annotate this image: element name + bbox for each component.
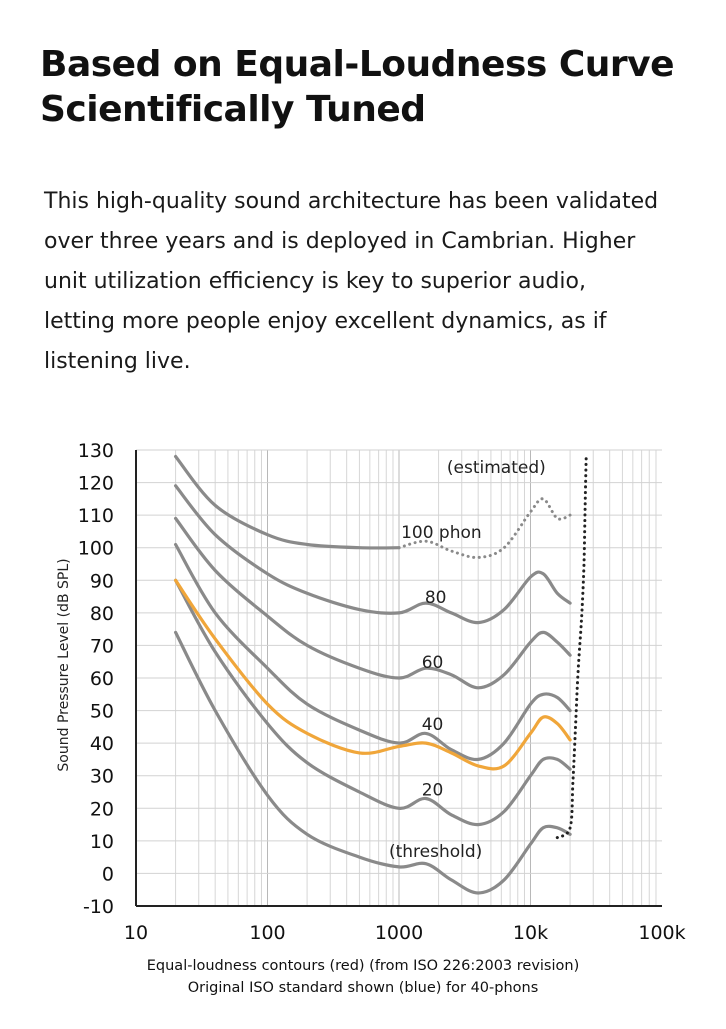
y-tick-label: 30 (90, 766, 114, 788)
y-tick-label: -10 (83, 896, 114, 918)
equal-loudness-chart: -10 0 10 20 30 40 50 60 70 80 90 100 110 120 130 10 100 1… (56, 440, 686, 944)
y-tick-label: 70 (90, 635, 114, 657)
series-line-0 (174, 454, 401, 550)
y-tick-label: 100 (78, 538, 114, 560)
y-tick-label: 60 (90, 668, 114, 690)
body-line-4: letting more people enjoy excellent dyna… (44, 309, 607, 334)
series-line-8 (555, 455, 588, 840)
body-paragraph: This high-quality sound architecture has… (44, 182, 714, 382)
curve-annotation: 20 (422, 780, 444, 800)
x-tick-label: 10 (124, 922, 148, 944)
y-tick-label: 0 (102, 863, 114, 885)
series-line-3 (174, 516, 572, 690)
caption-line-2: Original ISO standard shown (blue) for 4… (187, 980, 539, 996)
curve-annotation: 80 (425, 588, 447, 608)
y-tick-label: 90 (90, 570, 114, 592)
chart-labels: (estimated) 100 phon 80 60 40 20 (threshold) (389, 458, 546, 862)
curve-annotation: 40 (422, 715, 444, 735)
chart-axes: -10 0 10 20 30 40 50 60 70 80 90 100 110 120 130 10 100 1… (78, 440, 686, 944)
body-line-2: over three years and is deployed in Camb… (44, 229, 636, 254)
x-tick-label: 100 (249, 922, 285, 944)
x-tick-label: 100k (638, 922, 685, 944)
caption-line-1: Equal-loudness contours (red) (from ISO … (146, 958, 580, 974)
curve-annotation: 100 phon (401, 523, 482, 543)
series-line-1 (397, 497, 572, 560)
y-axis-label: Sound Pressure Level (dB SPL) (56, 558, 72, 771)
curve-annotation: (threshold) (389, 842, 482, 862)
headline-line-1: Based on Equal-Loudness Curve (40, 44, 675, 85)
series-line-6 (174, 630, 572, 895)
chart-series (174, 454, 588, 895)
headline-line-2: Scientifically Tuned (40, 89, 426, 130)
y-tick-label: 20 (90, 798, 114, 820)
series-line-4 (174, 542, 572, 762)
headline: Based on Equal-Loudness Curve Scientific… (40, 42, 720, 132)
body-line-1: This high-quality sound architecture has… (44, 189, 659, 214)
body-line-5: listening live. (44, 349, 191, 374)
y-tick-label: 40 (90, 733, 114, 755)
curve-annotation: (estimated) (447, 458, 546, 478)
y-tick-label: 110 (78, 505, 114, 527)
x-tick-label: 10k (513, 922, 548, 944)
series-line-2 (174, 484, 572, 625)
y-tick-label: 80 (90, 603, 114, 625)
y-tick-label: 130 (78, 440, 114, 462)
y-tick-label: 10 (90, 831, 114, 853)
series-line-5 (174, 578, 572, 827)
y-tick-label: 50 (90, 701, 114, 723)
y-tick-label: 120 (78, 473, 114, 495)
body-line-3: unit utilization efficiency is key to su… (44, 269, 586, 294)
series-line-7 (174, 578, 572, 771)
x-tick-label: 1000 (375, 922, 423, 944)
curve-annotation: 60 (422, 653, 444, 673)
